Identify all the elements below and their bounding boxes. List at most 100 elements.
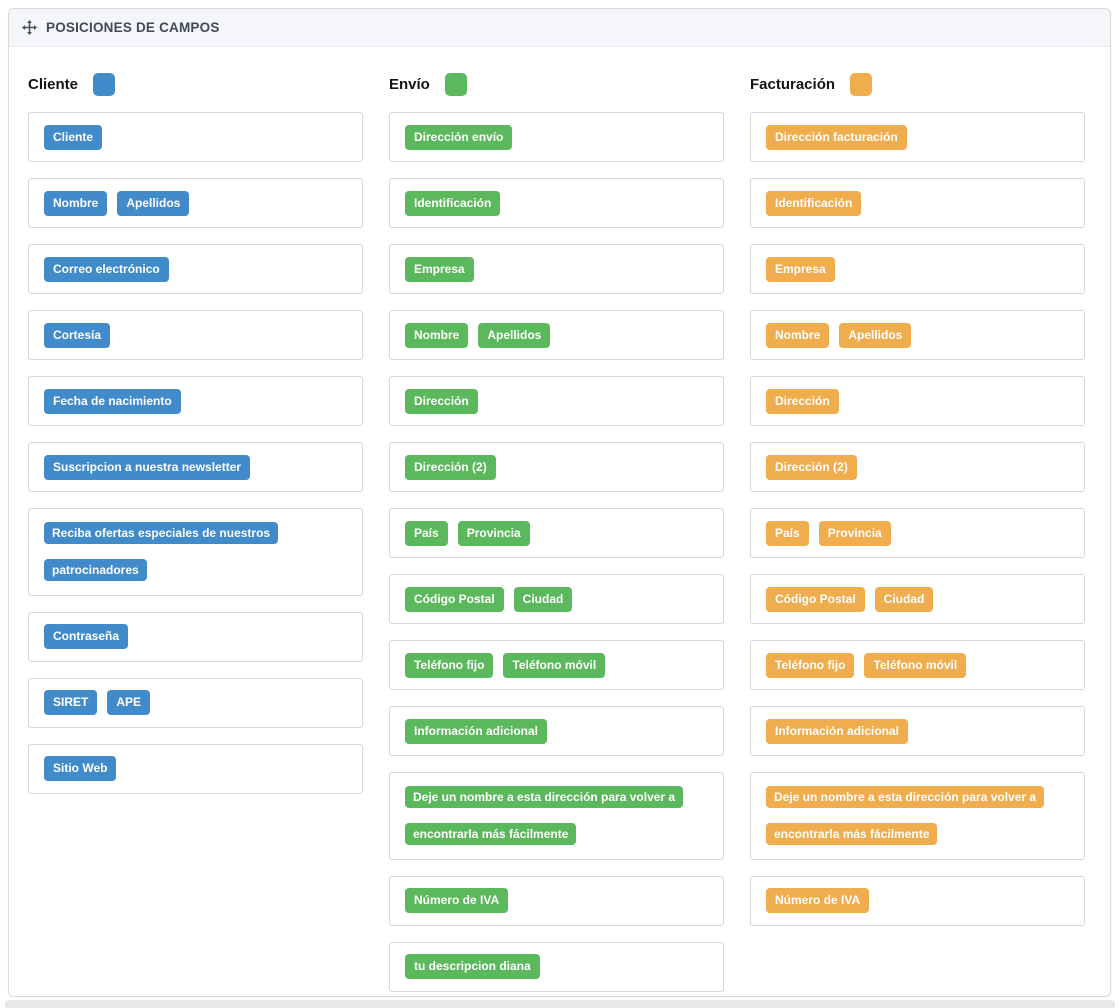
field-badge[interactable]: Código Postal	[766, 586, 865, 612]
field-row-dropzone[interactable]: Sitio Web	[28, 743, 363, 794]
column-rows: Dirección envío Identificación Empresa Nomb…	[389, 112, 724, 992]
move-icon[interactable]	[22, 20, 37, 35]
column-color-swatch	[93, 72, 116, 96]
field-row-dropzone[interactable]: Nombre Apellidos	[389, 310, 724, 360]
field-row-dropzone[interactable]: Reciba ofertas especiales de nuestros pa…	[28, 508, 363, 596]
field-row-dropzone[interactable]: País Provincia	[750, 508, 1085, 558]
field-row-dropzone[interactable]: Correo electrónico	[28, 244, 363, 294]
field-row-dropzone[interactable]: Fecha de nacimiento	[28, 376, 363, 426]
field-badge[interactable]: Ciudad	[874, 586, 934, 612]
field-badge[interactable]: Número de IVA	[405, 888, 509, 914]
field-row-dropzone[interactable]: Dirección	[750, 376, 1085, 426]
field-row-dropzone[interactable]: Dirección facturación	[750, 112, 1085, 162]
field-row-dropzone[interactable]: País Provincia	[389, 508, 724, 558]
field-row-dropzone[interactable]: Código Postal Ciudad	[750, 574, 1085, 624]
column-header: Cliente	[28, 72, 363, 96]
field-row-dropzone[interactable]: Código Postal Ciudad	[389, 574, 724, 624]
field-columns: Cliente Cliente Nombre Apellidos Correo ele…	[28, 63, 1091, 1008]
field-badge[interactable]: Dirección (2)	[405, 454, 496, 480]
field-row-dropzone[interactable]: Contraseña	[28, 611, 363, 662]
field-row-dropzone[interactable]: Número de IVA	[389, 875, 724, 926]
field-badge[interactable]: Información adicional	[766, 718, 909, 744]
field-badge[interactable]: Provincia	[457, 520, 530, 546]
field-row-dropzone[interactable]: Información adicional	[750, 706, 1085, 756]
field-row-dropzone[interactable]: Suscripcion a nuestra newsletter	[28, 442, 363, 492]
field-row-dropzone[interactable]: Cliente	[28, 112, 363, 162]
field-row-dropzone[interactable]: Dirección (2)	[389, 442, 724, 492]
column-title: Facturación	[750, 75, 836, 93]
field-row-dropzone[interactable]: Teléfono fijo Teléfono móvil	[750, 640, 1085, 690]
field-badge[interactable]: Suscripcion a nuestra newsletter	[44, 454, 251, 480]
column-rows: Cliente Nombre Apellidos Correo electrónico…	[28, 112, 363, 794]
field-badge[interactable]: Nombre	[405, 322, 469, 348]
field-badge[interactable]: tu descripcion diana	[405, 954, 540, 980]
field-column-facturacion: Facturación Dirección facturación Identif…	[750, 63, 1085, 942]
column-title: Envío	[389, 75, 430, 93]
field-row-dropzone[interactable]: Identificación	[389, 178, 724, 228]
field-badge[interactable]: Teléfono fijo	[766, 652, 855, 678]
field-row-dropzone[interactable]: SIRET APE	[28, 677, 363, 728]
field-badge[interactable]: Identificación	[766, 190, 862, 216]
field-badge-wrap: Deje un nombre a esta dirección para vol…	[405, 779, 707, 853]
field-badge[interactable]: Correo electrónico	[44, 256, 169, 282]
field-badge[interactable]: Código Postal	[405, 586, 504, 612]
field-badge[interactable]: Empresa	[405, 256, 474, 282]
field-row-dropzone[interactable]: Cortesía	[28, 310, 363, 360]
field-row-dropzone[interactable]: Teléfono fijo Teléfono móvil	[389, 640, 724, 690]
field-badge[interactable]: Reciba ofertas especiales de nuestros pa…	[44, 522, 279, 581]
field-badge[interactable]: Deje un nombre a esta dirección para vol…	[766, 786, 1045, 845]
field-badge[interactable]: Dirección	[766, 388, 839, 414]
field-badge[interactable]: Apellidos	[478, 322, 551, 348]
field-row-dropzone[interactable]: Dirección	[389, 376, 724, 426]
field-row-dropzone[interactable]: Nombre Apellidos	[750, 310, 1085, 360]
field-badge[interactable]: Contraseña	[44, 624, 129, 650]
field-badge[interactable]: Identificación	[405, 190, 501, 216]
column-title: Cliente	[28, 75, 79, 93]
field-badge[interactable]: Dirección (2)	[766, 454, 857, 480]
field-badge[interactable]: Provincia	[818, 520, 891, 546]
field-badge[interactable]: Apellidos	[117, 190, 190, 216]
field-badge[interactable]: Teléfono móvil	[503, 652, 606, 678]
field-positions-panel: POSICIONES DE CAMPOS Cliente Cliente Nomb…	[8, 8, 1111, 997]
field-badge[interactable]: Ciudad	[513, 586, 573, 612]
field-badge[interactable]: Cortesía	[44, 322, 111, 348]
panel-body: Cliente Cliente Nombre Apellidos Correo ele…	[9, 47, 1110, 1008]
field-row-dropzone[interactable]: Nombre Apellidos	[28, 178, 363, 228]
field-badge[interactable]: Apellidos	[839, 322, 912, 348]
field-badge[interactable]: País	[766, 520, 809, 546]
column-color-swatch	[850, 72, 873, 96]
field-badge[interactable]: SIRET	[44, 690, 98, 716]
field-row-dropzone[interactable]: Empresa	[389, 244, 724, 294]
field-badge[interactable]: Nombre	[766, 322, 830, 348]
next-panel-top-edge	[5, 1000, 1115, 1008]
field-column-envio: Envío Dirección envío Identificación Empre…	[389, 63, 724, 1008]
field-badge[interactable]: Teléfono fijo	[405, 652, 494, 678]
field-badge[interactable]: Dirección	[405, 388, 478, 414]
field-badge[interactable]: Información adicional	[405, 718, 548, 744]
column-rows: Dirección facturación Identificación Empre…	[750, 112, 1085, 926]
field-row-dropzone[interactable]: Identificación	[750, 178, 1085, 228]
field-badge[interactable]: Cliente	[44, 124, 103, 150]
field-row-dropzone[interactable]: Deje un nombre a esta dirección para vol…	[750, 772, 1085, 860]
field-row-dropzone[interactable]: Número de IVA	[750, 875, 1085, 926]
field-badge[interactable]: Dirección envío	[405, 124, 513, 150]
field-row-dropzone[interactable]: tu descripcion diana	[389, 941, 724, 992]
panel-header: POSICIONES DE CAMPOS	[9, 9, 1110, 47]
field-row-dropzone[interactable]: Dirección envío	[389, 112, 724, 162]
field-badge[interactable]: Teléfono móvil	[864, 652, 967, 678]
column-color-swatch	[444, 72, 467, 96]
field-badge[interactable]: APE	[107, 690, 151, 716]
field-row-dropzone[interactable]: Dirección (2)	[750, 442, 1085, 492]
field-badge[interactable]: Empresa	[766, 256, 835, 282]
field-badge[interactable]: País	[405, 520, 448, 546]
field-badge[interactable]: Nombre	[44, 190, 108, 216]
field-row-dropzone[interactable]: Información adicional	[389, 706, 724, 756]
field-badge[interactable]: Sitio Web	[44, 756, 117, 782]
field-badge[interactable]: Dirección facturación	[766, 124, 907, 150]
field-row-dropzone[interactable]: Deje un nombre a esta dirección para vol…	[389, 772, 724, 860]
field-badge-wrap: Reciba ofertas especiales de nuestros pa…	[44, 515, 346, 589]
field-badge[interactable]: Deje un nombre a esta dirección para vol…	[405, 786, 684, 845]
field-badge[interactable]: Número de IVA	[766, 888, 870, 914]
field-badge[interactable]: Fecha de nacimiento	[44, 388, 181, 414]
field-row-dropzone[interactable]: Empresa	[750, 244, 1085, 294]
